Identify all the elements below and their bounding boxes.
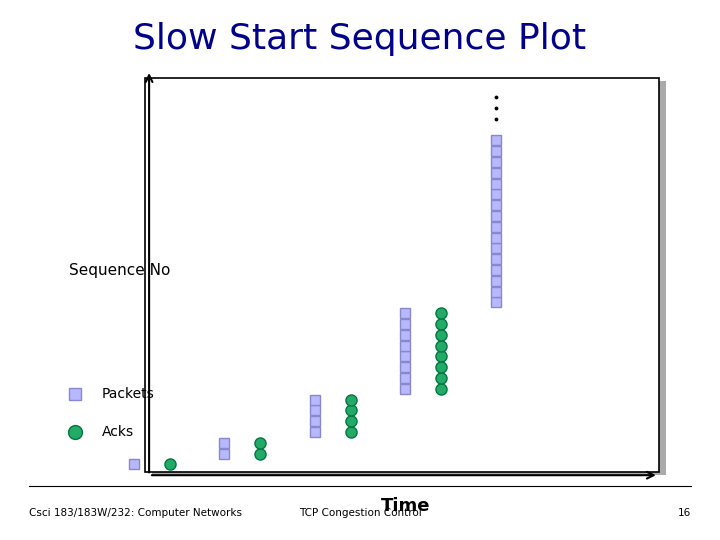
Text: Time: Time	[380, 497, 430, 515]
Text: Packets: Packets	[102, 387, 155, 401]
Text: Slow Start Sequence Plot: Slow Start Sequence Plot	[133, 22, 587, 56]
Text: Sequence No: Sequence No	[68, 262, 170, 278]
Text: 16: 16	[678, 508, 691, 518]
Text: Csci 183/183W/232: Computer Networks: Csci 183/183W/232: Computer Networks	[29, 508, 242, 518]
Text: TCP Congestion Control: TCP Congestion Control	[299, 508, 421, 518]
FancyBboxPatch shape	[152, 81, 666, 475]
FancyBboxPatch shape	[145, 78, 659, 472]
Text: Acks: Acks	[102, 425, 134, 439]
